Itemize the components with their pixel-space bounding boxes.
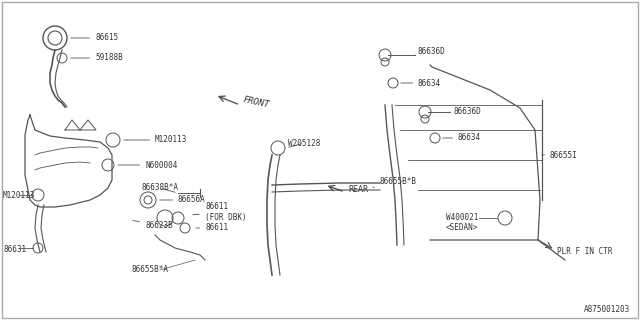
Text: 86611: 86611 xyxy=(196,223,228,233)
Text: FRONT: FRONT xyxy=(242,95,270,109)
Text: W205128: W205128 xyxy=(288,139,321,148)
Text: 86655B*B: 86655B*B xyxy=(372,178,417,188)
Text: 86634: 86634 xyxy=(443,133,481,142)
Text: 86615: 86615 xyxy=(71,34,118,43)
Text: 86631: 86631 xyxy=(3,245,26,254)
Text: REAR: REAR xyxy=(348,186,368,195)
Text: M120113: M120113 xyxy=(124,135,188,145)
Text: 86623B: 86623B xyxy=(132,220,173,229)
Text: 86655I: 86655I xyxy=(542,150,578,159)
Text: M120113: M120113 xyxy=(3,190,35,199)
Text: 86636D: 86636D xyxy=(450,108,481,116)
Text: <SEDAN>: <SEDAN> xyxy=(445,223,478,233)
Text: 86611
(FOR DBK): 86611 (FOR DBK) xyxy=(193,202,246,222)
Text: A875001203: A875001203 xyxy=(584,306,630,315)
Text: 86638B*A: 86638B*A xyxy=(141,183,178,193)
Text: 86636D: 86636D xyxy=(415,47,445,57)
Text: 59188B: 59188B xyxy=(71,53,123,62)
Text: W400021: W400021 xyxy=(445,213,478,222)
Text: 86634: 86634 xyxy=(401,78,441,87)
Text: 86655B*A: 86655B*A xyxy=(132,266,169,275)
Text: N600004: N600004 xyxy=(118,161,177,170)
Text: PLR F IN CTR: PLR F IN CTR xyxy=(557,247,612,257)
Text: 86656A: 86656A xyxy=(160,196,205,204)
